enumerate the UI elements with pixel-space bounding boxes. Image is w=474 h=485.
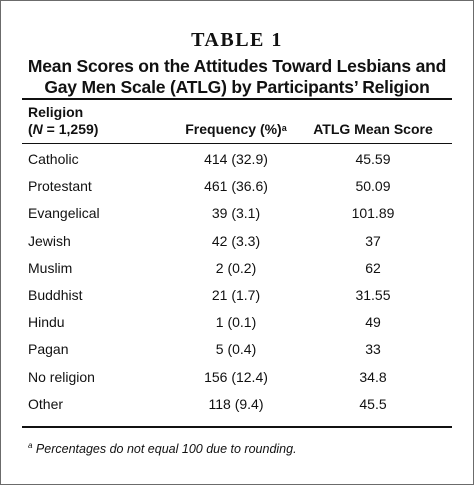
- atlg-score-cell: 50.09: [355, 178, 391, 195]
- header-rule: [22, 143, 452, 144]
- religion-cell: Hindu: [28, 314, 65, 331]
- atlg-score-cell: 45.5: [359, 395, 387, 412]
- frequency-cell: 21 (1.7): [211, 286, 261, 303]
- frequency-cell: 1 (0.1): [215, 314, 257, 331]
- atlg-score-cell: 45.59: [355, 151, 391, 167]
- frequency-cell: 5 (0.4): [215, 341, 257, 358]
- atlg-score-cell: 37: [365, 232, 381, 249]
- atlg-score-cell: 101.89: [351, 205, 395, 222]
- header-religion: Religion (N = 1,259): [28, 104, 98, 138]
- frequency-cell: 39 (3.1): [211, 205, 261, 222]
- top-rule: [22, 98, 452, 100]
- religion-cell: Jewish: [28, 232, 71, 249]
- table-label: TABLE 1: [191, 29, 283, 51]
- atlg-score-cell: 62: [365, 259, 381, 276]
- table-row: Catholic 414 (32.9) 45.59: [0, 148, 474, 175]
- table-row: Evangelical 39 (3.1) 101.89: [0, 202, 474, 229]
- table-caption: Mean Scores on the Attitudes Toward Lesb…: [0, 56, 474, 98]
- header-frequency: Frequency (%)a: [185, 121, 287, 137]
- religion-cell: Catholic: [28, 151, 79, 167]
- table-body: Catholic 414 (32.9) 45.59 Protestant 461 (36…: [0, 148, 474, 420]
- religion-cell: No religion: [28, 368, 95, 385]
- religion-cell: Muslim: [28, 259, 73, 276]
- frequency-cell: 42 (3.3): [211, 232, 261, 249]
- header-atlg-mean-score: ATLG Mean Score: [313, 121, 433, 137]
- table-row: Other 118 (9.4) 45.5: [0, 393, 474, 420]
- footnote-text: Percentages do not equal 100 due to roun…: [32, 442, 297, 456]
- religion-cell: Pagan: [28, 341, 69, 358]
- religion-cell: Other: [28, 395, 64, 412]
- religion-cell: Protestant: [28, 178, 92, 195]
- frequency-cell: 2 (0.2): [215, 259, 257, 276]
- bottom-rule: [22, 426, 452, 428]
- religion-cell: Evangelical: [28, 205, 100, 222]
- frequency-cell: 118 (9.4): [208, 395, 264, 412]
- table-row: Jewish 42 (3.3) 37: [0, 230, 474, 257]
- caption-line-2: Gay Men Scale (ATLG) by Participants’ Re…: [44, 77, 430, 97]
- atlg-score-cell: 33: [365, 341, 381, 358]
- caption-line-1: Mean Scores on the Attitudes Toward Lesb…: [27, 56, 447, 76]
- atlg-score-cell: 49: [365, 314, 381, 331]
- table-row: No religion 156 (12.4) 34.8: [0, 366, 474, 393]
- atlg-score-cell: 34.8: [359, 368, 387, 385]
- table-row: Buddhist 21 (1.7) 31.55: [0, 284, 474, 311]
- footnote-mark: a: [28, 441, 33, 450]
- header-sample-size: (N = 1,259): [28, 121, 99, 137]
- religion-cell: Buddhist: [28, 286, 83, 303]
- table-footnote: a Percentages do not equal 100 due to ro…: [28, 441, 297, 456]
- table-row: Hindu 1 (0.1) 49: [0, 311, 474, 338]
- frequency-cell: 414 (32.9): [204, 151, 268, 167]
- table-row: Muslim 2 (0.2) 62: [0, 257, 474, 284]
- atlg-score-cell: 31.55: [355, 286, 391, 303]
- header-religion-label: Religion: [28, 104, 84, 120]
- table-row: Protestant 461 (36.6) 50.09: [0, 175, 474, 202]
- table-row: Pagan 5 (0.4) 33: [0, 338, 474, 365]
- n-variable: N: [32, 121, 43, 137]
- frequency-cell: 156 (12.4): [204, 368, 268, 385]
- footnote-marker: a: [281, 123, 287, 133]
- frequency-cell: 461 (36.6): [204, 178, 268, 195]
